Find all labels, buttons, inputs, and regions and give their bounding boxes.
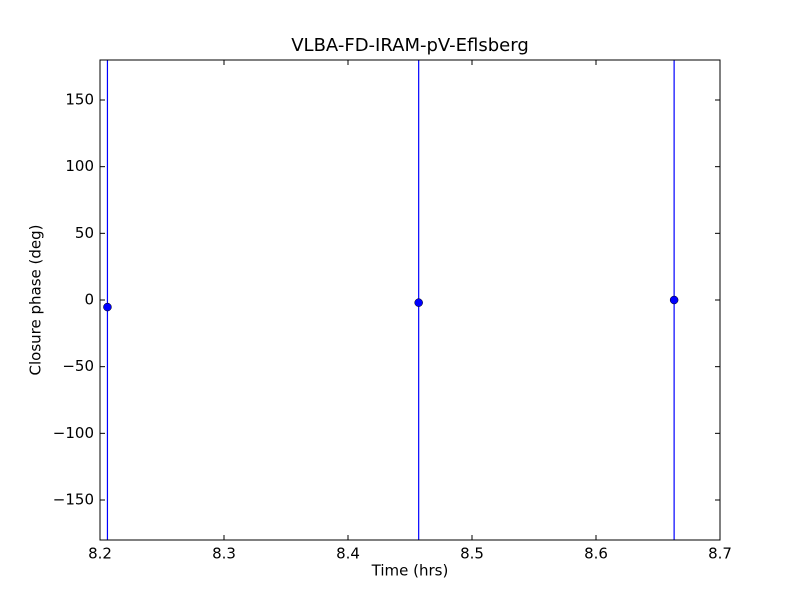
data-point	[414, 298, 423, 307]
y-tick-label: 50	[75, 224, 94, 242]
x-tick-label: 8.2	[88, 545, 112, 563]
y-axis-label: Closure phase (deg)	[27, 225, 45, 376]
y-tick-label: 150	[65, 91, 94, 109]
data-point	[669, 295, 679, 305]
x-tick-label: 8.7	[708, 545, 732, 563]
chart-title: VLBA-FD-IRAM-pV-Eflsberg	[291, 35, 529, 56]
y-tick-label: 0	[84, 291, 94, 309]
y-tick-label: 100	[65, 157, 94, 175]
x-tick-label: 8.6	[584, 545, 608, 563]
data-point	[103, 302, 112, 312]
x-tick-label: 8.4	[336, 545, 360, 563]
x-tick-label: 8.3	[212, 545, 236, 563]
x-tick-label: 8.5	[460, 545, 484, 563]
plot-content	[103, 60, 679, 540]
plot-area	[100, 60, 720, 540]
y-tick-label: −100	[53, 424, 94, 442]
x-axis-label: Time (hrs)	[371, 562, 449, 580]
y-tick-label: −150	[53, 491, 94, 509]
y-tick-label: −50	[62, 357, 94, 375]
